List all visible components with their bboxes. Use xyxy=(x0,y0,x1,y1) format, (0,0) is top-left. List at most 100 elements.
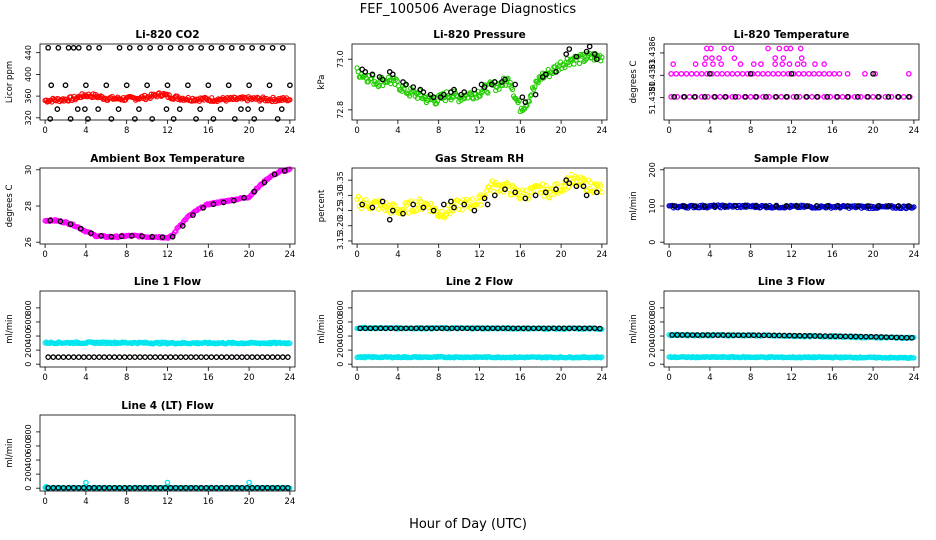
data-point xyxy=(474,325,481,332)
data-point xyxy=(790,94,797,100)
data-point xyxy=(367,325,374,332)
data-point xyxy=(865,94,871,100)
x-tick-label: 16 xyxy=(203,250,214,260)
chart-title: Line 3 Flow xyxy=(758,276,825,288)
data-point xyxy=(844,203,851,209)
data-point xyxy=(674,94,681,100)
data-point xyxy=(413,325,420,332)
data-point xyxy=(701,61,708,67)
data-point xyxy=(883,334,890,341)
data-point xyxy=(167,484,174,491)
x-tick-label: 24 xyxy=(908,250,919,260)
data-point xyxy=(139,233,145,240)
data-point xyxy=(459,207,465,213)
data-point xyxy=(387,325,394,332)
data-point xyxy=(593,181,599,188)
data-point xyxy=(557,188,564,194)
data-point xyxy=(228,44,235,51)
data-point xyxy=(903,334,910,341)
data-point xyxy=(854,203,861,209)
series-group xyxy=(42,479,293,491)
data-point xyxy=(132,116,138,122)
data-point xyxy=(791,332,798,339)
series-2 xyxy=(47,167,288,240)
data-point xyxy=(241,195,247,201)
data-point xyxy=(475,199,481,205)
data-point xyxy=(403,325,409,332)
data-point xyxy=(239,484,245,491)
data-point xyxy=(691,203,698,209)
x-tick-label: 4 xyxy=(83,373,88,383)
data-point xyxy=(98,233,105,239)
series-group xyxy=(42,166,293,241)
data-point xyxy=(893,334,900,341)
data-point xyxy=(821,70,827,77)
data-point xyxy=(75,484,82,491)
data-point xyxy=(403,81,409,88)
data-point xyxy=(166,92,172,98)
data-point xyxy=(537,189,544,196)
data-point xyxy=(800,61,807,67)
y-tick-label: 800 xyxy=(336,300,345,315)
data-point xyxy=(775,70,782,77)
data-point xyxy=(152,354,159,360)
data-point xyxy=(103,82,110,89)
data-point xyxy=(688,70,695,77)
data-point xyxy=(379,198,386,205)
data-point xyxy=(251,116,258,122)
data-point xyxy=(729,70,736,77)
data-point xyxy=(217,106,224,112)
data-point xyxy=(571,325,578,332)
data-point xyxy=(278,106,285,112)
data-point xyxy=(523,187,529,194)
data-point xyxy=(722,94,729,100)
data-point xyxy=(417,86,424,93)
data-point xyxy=(831,70,838,77)
data-point xyxy=(875,94,882,100)
data-point xyxy=(758,61,764,67)
data-point xyxy=(406,93,413,99)
data-point xyxy=(809,94,815,100)
data-point xyxy=(885,94,892,100)
chart-title: Line 1 Flow xyxy=(134,276,201,288)
data-point xyxy=(258,106,265,112)
data-point xyxy=(816,70,822,77)
data-point xyxy=(101,354,108,360)
y-axis-label: Licor ppm xyxy=(5,61,15,103)
chart-panel-3: Li-820 Temperature degrees C 0 4 8 12 16 20 24 51… xyxy=(629,29,920,136)
data-point xyxy=(128,233,135,239)
data-point xyxy=(597,325,603,332)
data-point xyxy=(218,484,225,491)
data-point xyxy=(715,332,721,338)
data-point xyxy=(669,332,676,338)
data-point xyxy=(437,94,444,101)
series-2 xyxy=(671,70,912,100)
x-tick-label: 16 xyxy=(203,497,214,507)
data-point xyxy=(418,198,424,205)
data-point xyxy=(556,325,562,332)
data-point xyxy=(441,215,447,221)
x-tick-label: 16 xyxy=(827,250,838,260)
series-2 xyxy=(45,44,293,122)
data-point xyxy=(673,70,680,77)
data-point xyxy=(55,354,62,360)
data-point xyxy=(470,96,477,102)
x-tick-label: 12 xyxy=(162,497,173,507)
data-point xyxy=(740,332,747,339)
data-point xyxy=(692,61,699,67)
y-tick-label: 73.0 xyxy=(336,50,345,68)
data-point xyxy=(780,55,787,62)
data-point xyxy=(152,484,159,491)
data-point xyxy=(45,354,52,360)
data-point xyxy=(731,55,738,62)
y-tick-label: 200 xyxy=(24,342,33,357)
data-point xyxy=(705,94,711,100)
data-point xyxy=(591,57,597,63)
data-point xyxy=(449,325,455,332)
data-point xyxy=(269,44,276,51)
data-point xyxy=(479,325,486,332)
data-point xyxy=(507,79,513,86)
data-point xyxy=(671,203,678,209)
data-point xyxy=(583,56,589,62)
y-axis-label: ml/min xyxy=(317,314,327,344)
